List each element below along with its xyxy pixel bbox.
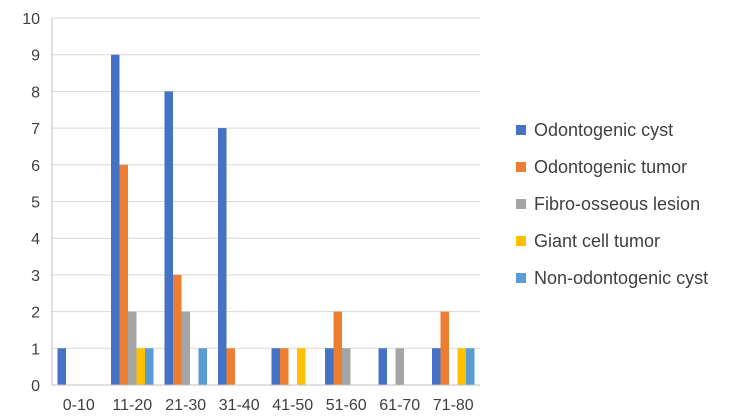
bar-odontogenic-cyst-11-20 xyxy=(111,54,120,385)
y-tick-label: 0 xyxy=(31,378,40,395)
bar-odontogenic-tumor-31-40 xyxy=(226,348,235,385)
bar-fibro-osseous-lesion-21-30 xyxy=(181,311,190,385)
bar-giant-cell-tumor-11-20 xyxy=(136,348,145,385)
bar-fibro-osseous-lesion-11-20 xyxy=(128,311,137,385)
legend-label: Odontogenic cyst xyxy=(534,120,673,140)
y-tick-label: 4 xyxy=(31,231,40,248)
x-tick-label: 51-60 xyxy=(326,397,367,414)
y-tick-label: 3 xyxy=(31,268,40,285)
x-tick-label: 31-40 xyxy=(219,397,260,414)
bar-odontogenic-tumor-51-60 xyxy=(333,311,342,385)
bar-odontogenic-cyst-41-50 xyxy=(271,348,280,385)
bar-non-odontogenic-cyst-11-20 xyxy=(145,348,154,385)
bar-odontogenic-cyst-51-60 xyxy=(325,348,334,385)
y-tick-label: 7 xyxy=(31,121,40,138)
y-tick-label: 6 xyxy=(31,158,40,175)
y-tick-label: 1 xyxy=(31,341,40,358)
bar-giant-cell-tumor-41-50 xyxy=(297,348,306,385)
bar-odontogenic-cyst-71-80 xyxy=(432,348,441,385)
y-tick-label: 5 xyxy=(31,195,40,212)
bar-odontogenic-tumor-11-20 xyxy=(119,164,128,385)
x-tick-label: 11-20 xyxy=(112,397,152,414)
bar-giant-cell-tumor-71-80 xyxy=(457,348,466,385)
axes: 0 1 2 3 4 5 6 7 8 9 10 0-10 11-20 21-30 31-40 41-50 51-6… xyxy=(22,11,480,414)
y-tick-label: 8 xyxy=(31,84,40,101)
bar-odontogenic-tumor-71-80 xyxy=(440,311,449,385)
bar-fibro-osseous-lesion-51-60 xyxy=(342,348,351,385)
bar-non-odontogenic-cyst-21-30 xyxy=(198,348,207,385)
x-tick-label: 0-10 xyxy=(63,397,95,414)
legend-label: Giant cell tumor xyxy=(534,231,660,251)
bar-odontogenic-cyst-61-70 xyxy=(378,348,387,385)
y-tick-label: 2 xyxy=(31,305,40,322)
bars xyxy=(57,54,475,386)
y-tick-label: 9 xyxy=(31,48,40,65)
legend-label: Odontogenic tumor xyxy=(534,157,687,177)
bar-odontogenic-tumor-21-30 xyxy=(173,274,182,385)
x-tick-label: 41-50 xyxy=(272,397,313,414)
x-tick-label: 71-80 xyxy=(433,397,474,414)
x-tick-label: 21-30 xyxy=(165,397,206,414)
legend-swatch xyxy=(516,273,526,283)
y-tick-label: 10 xyxy=(22,11,40,28)
legend-swatch xyxy=(516,236,526,246)
legend-label: Fibro-osseous lesion xyxy=(534,194,700,214)
bar-odontogenic-cyst-31-40 xyxy=(218,128,227,385)
legend: Odontogenic cyst Odontogenic tumor Fibro-o… xyxy=(516,120,708,288)
x-tick-label: 61-70 xyxy=(379,397,420,414)
bar-fibro-osseous-lesion-61-70 xyxy=(395,348,404,385)
bar-non-odontogenic-cyst-71-80 xyxy=(466,348,475,385)
legend-swatch xyxy=(516,199,526,209)
legend-swatch xyxy=(516,162,526,172)
legend-swatch xyxy=(516,125,526,135)
bar-odontogenic-cyst-21-30 xyxy=(164,91,173,386)
bar-odontogenic-cyst-0-10 xyxy=(57,348,66,385)
bar-odontogenic-tumor-41-50 xyxy=(280,348,289,385)
legend-label: Non-odontogenic cyst xyxy=(534,268,708,288)
